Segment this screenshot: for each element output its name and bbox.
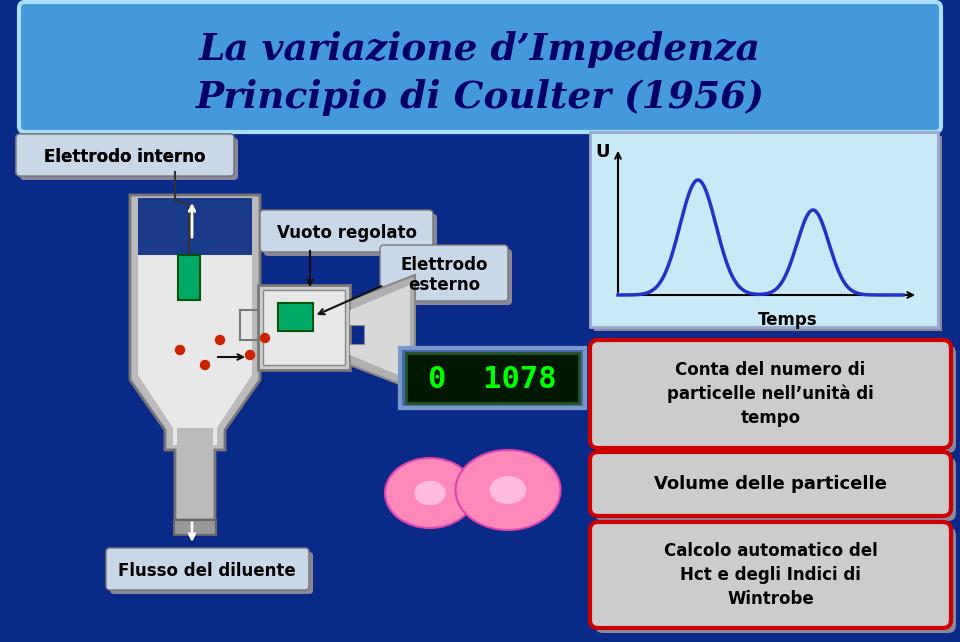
- Polygon shape: [138, 198, 252, 255]
- FancyBboxPatch shape: [16, 134, 234, 176]
- FancyBboxPatch shape: [264, 214, 437, 256]
- Circle shape: [201, 361, 209, 370]
- FancyBboxPatch shape: [594, 136, 942, 331]
- Text: Vuoto regolato: Vuoto regolato: [277, 224, 417, 242]
- Text: Elettrodo interno: Elettrodo interno: [44, 148, 205, 166]
- FancyBboxPatch shape: [178, 255, 200, 300]
- Text: U: U: [595, 143, 610, 161]
- Circle shape: [215, 336, 225, 345]
- FancyBboxPatch shape: [590, 522, 951, 628]
- FancyBboxPatch shape: [595, 527, 956, 633]
- Text: Calcolo automatico del
Hct e degli Indici di
Wintrobe: Calcolo automatico del Hct e degli Indic…: [663, 542, 877, 607]
- FancyBboxPatch shape: [260, 210, 433, 252]
- Ellipse shape: [490, 476, 526, 504]
- Circle shape: [176, 345, 184, 354]
- FancyBboxPatch shape: [106, 548, 309, 590]
- Ellipse shape: [385, 458, 475, 528]
- FancyBboxPatch shape: [406, 353, 579, 403]
- Polygon shape: [258, 285, 350, 370]
- FancyBboxPatch shape: [590, 132, 938, 327]
- FancyBboxPatch shape: [384, 249, 512, 305]
- Polygon shape: [130, 195, 260, 520]
- Polygon shape: [350, 275, 415, 390]
- Circle shape: [260, 333, 270, 342]
- FancyBboxPatch shape: [595, 345, 956, 453]
- FancyBboxPatch shape: [400, 348, 585, 408]
- FancyBboxPatch shape: [263, 290, 345, 365]
- Ellipse shape: [455, 450, 561, 530]
- Text: Elettrodo interno: Elettrodo interno: [44, 148, 205, 166]
- Polygon shape: [350, 285, 410, 380]
- Polygon shape: [138, 255, 252, 445]
- FancyBboxPatch shape: [278, 303, 313, 331]
- FancyBboxPatch shape: [110, 552, 313, 594]
- Circle shape: [246, 351, 254, 360]
- Text: Elettrodo
esterno: Elettrodo esterno: [400, 256, 488, 295]
- Text: 0  1078: 0 1078: [428, 365, 556, 394]
- Text: Flusso del diluente: Flusso del diluente: [118, 562, 296, 580]
- FancyBboxPatch shape: [16, 134, 234, 176]
- Text: Volume delle particelle: Volume delle particelle: [654, 475, 887, 493]
- FancyBboxPatch shape: [590, 340, 951, 448]
- FancyBboxPatch shape: [380, 245, 508, 301]
- FancyBboxPatch shape: [20, 138, 238, 180]
- Polygon shape: [174, 520, 216, 535]
- FancyBboxPatch shape: [19, 2, 941, 132]
- Text: La variazione d’Impedenza: La variazione d’Impedenza: [199, 31, 761, 69]
- Text: Principio di Coulter (1956): Principio di Coulter (1956): [196, 80, 764, 116]
- Text: Temps: Temps: [758, 311, 818, 329]
- FancyBboxPatch shape: [590, 452, 951, 516]
- Text: Conta del numero di
particelle nell’unità di
tempo: Conta del numero di particelle nell’unit…: [667, 361, 874, 427]
- FancyBboxPatch shape: [595, 457, 956, 521]
- Ellipse shape: [415, 481, 445, 505]
